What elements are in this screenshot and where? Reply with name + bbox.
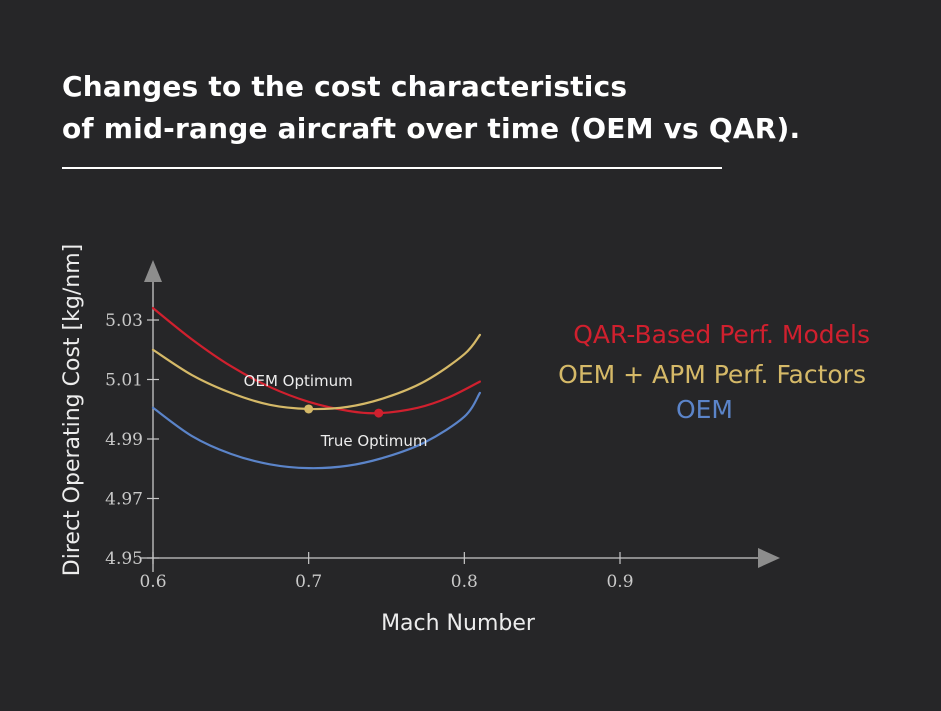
x-tick-label: 0.7 <box>295 572 322 592</box>
legend-entry-2: OEM <box>676 395 733 424</box>
y-axis-title: Direct Operating Cost [kg/nm] <box>60 244 85 576</box>
series-line-1 <box>151 333 481 411</box>
chart-axes: 4.95 4.97 4.99 5.01 5.03 0.6 0.7 0.8 0.9 Mach Num… <box>60 244 780 636</box>
legend-entry-0: QAR-Based Perf. Models <box>573 320 870 349</box>
series-line-0 <box>151 307 481 415</box>
x-tick-label: 0.6 <box>139 572 166 592</box>
optimum-label-0: OEM Optimum <box>244 372 353 390</box>
y-tick-label: 5.01 <box>105 371 143 391</box>
x-axis-arrow <box>758 548 780 568</box>
series-line-2 <box>151 391 481 470</box>
optimum-point-0 <box>304 404 314 414</box>
y-tick-label: 5.03 <box>105 311 143 331</box>
x-tick-label: 0.8 <box>451 572 478 592</box>
y-tick-label: 4.99 <box>105 430 143 450</box>
title-line-1: Changes to the cost characteristics <box>62 70 628 103</box>
chart-series-lines <box>151 307 481 470</box>
optimum-label-1: True Optimum <box>320 432 428 450</box>
x-axis-title: Mach Number <box>381 611 536 636</box>
x-tick-label: 0.9 <box>606 572 633 592</box>
legend-entry-1: OEM + APM Perf. Factors <box>558 360 866 389</box>
y-tick-label: 4.97 <box>105 490 143 510</box>
y-axis-arrow <box>144 260 162 282</box>
chart-optimum-points: OEM Optimum True Optimum <box>244 372 428 450</box>
title-underline <box>62 167 722 169</box>
y-tick-label: 4.95 <box>105 549 143 569</box>
optimum-point-1 <box>374 408 384 418</box>
chart-legend: QAR-Based Perf. Models OEM + APM Perf. Fa… <box>558 320 870 424</box>
title-line-2: of mid-range aircraft over time (OEM vs … <box>62 112 801 145</box>
